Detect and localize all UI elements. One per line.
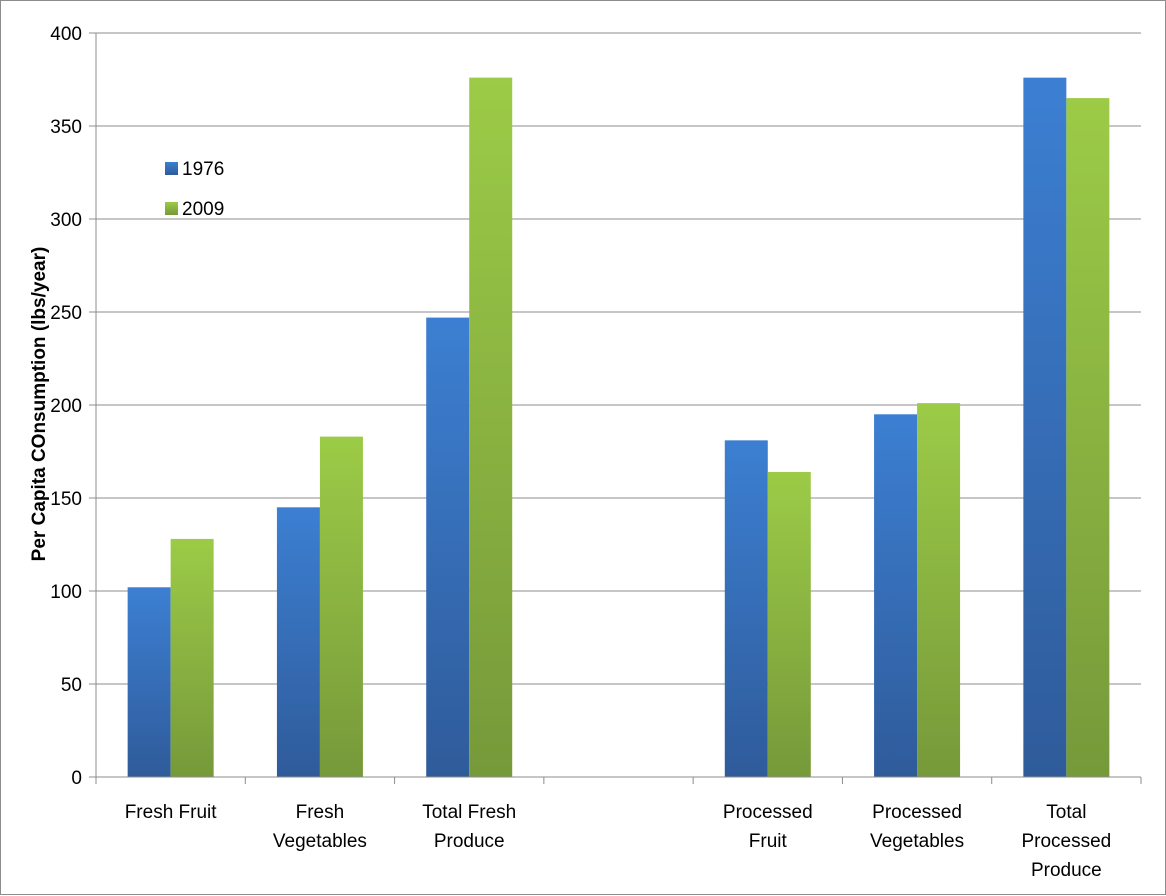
y-tick-label: 400 (50, 24, 82, 45)
y-axis-title: Per Capita COnsumption (lbs/year) (29, 247, 50, 562)
bar-1976 (127, 587, 171, 777)
x-tick-label: Fresh (296, 802, 345, 823)
y-tick-label: 200 (50, 396, 82, 417)
bar-2009 (767, 471, 811, 777)
x-tick-label: Vegetables (870, 831, 964, 852)
bar-2009 (170, 538, 214, 777)
legend-label: 1976 (182, 159, 224, 180)
legend-swatch (165, 162, 178, 175)
legend: 1976 2009 (165, 159, 224, 220)
y-tick-label: 50 (61, 675, 82, 696)
bar-1976 (276, 507, 320, 777)
y-tick-label: 350 (50, 117, 82, 138)
bar-1976 (1023, 77, 1067, 777)
x-tick-label: Fruit (749, 831, 788, 852)
legend-label: 2009 (182, 199, 224, 220)
x-tick-label: Produce (434, 831, 505, 852)
gridlines (96, 32, 1141, 685)
x-tick-label: Processed (872, 802, 962, 823)
x-tick-label: Produce (1031, 860, 1102, 881)
bar-2009 (319, 436, 363, 777)
x-tick-label: Total Fresh (422, 802, 516, 823)
y-tick-label: 250 (50, 303, 82, 324)
bar-2009 (917, 403, 961, 777)
x-tick-label: Processed (1021, 831, 1111, 852)
x-tick-label: Vegetables (273, 831, 367, 852)
x-tick-label: Fresh Fruit (125, 802, 218, 823)
x-tick-label: Processed (723, 802, 813, 823)
bar-2009 (469, 77, 513, 777)
bar-1976 (724, 440, 768, 777)
y-tick-label: 300 (50, 210, 82, 231)
y-tick-label: 100 (50, 582, 82, 603)
axis-labels: 0 50 100 150 200 250 300 350 400 Fresh Fruit Fresh… (50, 24, 1111, 881)
x-tick-label: Total (1046, 802, 1086, 823)
bar-1976 (874, 414, 918, 777)
legend-swatch (165, 202, 178, 215)
bars (127, 77, 1110, 778)
bar-2009 (1066, 98, 1110, 778)
axes (89, 32, 1142, 784)
y-tick-label: 150 (50, 489, 82, 510)
y-tick-label: 0 (71, 768, 82, 789)
bar-1976 (426, 317, 470, 777)
